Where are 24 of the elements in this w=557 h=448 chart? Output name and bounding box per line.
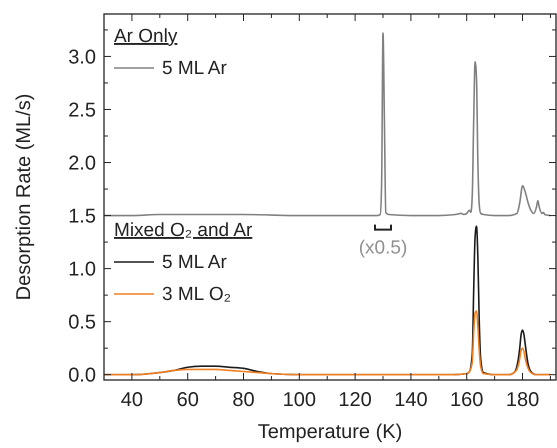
annotation: Ar Only xyxy=(114,26,178,47)
y-axis-title: Desorption Rate (ML/s) xyxy=(13,94,35,300)
annotation: Mixed O₂ and Ar xyxy=(114,220,253,241)
legend-label: 5 ML Ar xyxy=(162,58,228,79)
legend-label: 5 ML Ar xyxy=(162,252,228,273)
x-tick-label: 60 xyxy=(176,389,199,411)
x-tick-label: 160 xyxy=(450,389,484,411)
legend-label: 3 ML O₂ xyxy=(162,284,231,305)
y-tick-label: 0.5 xyxy=(68,312,96,334)
y-tick-label: 3.0 xyxy=(68,46,96,68)
x-tick-label: 180 xyxy=(506,389,540,411)
y-tick-label: 1.0 xyxy=(68,258,96,281)
x-tick-label: 100 xyxy=(282,389,316,411)
y-tick-label: 0.0 xyxy=(68,364,96,387)
x-tick-label: 120 xyxy=(338,389,372,411)
y-tick-label: 1.5 xyxy=(68,206,96,228)
x-tick-label: 80 xyxy=(232,389,255,411)
x-axis-title: Temperature (K) xyxy=(258,421,402,443)
x-tick-label: 140 xyxy=(394,389,428,411)
annotation: (x0.5) xyxy=(358,238,408,259)
line-series xyxy=(104,310,552,376)
y-tick-label: 2.0 xyxy=(68,152,96,175)
y-tick-label: 2.5 xyxy=(68,99,96,122)
x-tick-label: 40 xyxy=(120,389,144,411)
